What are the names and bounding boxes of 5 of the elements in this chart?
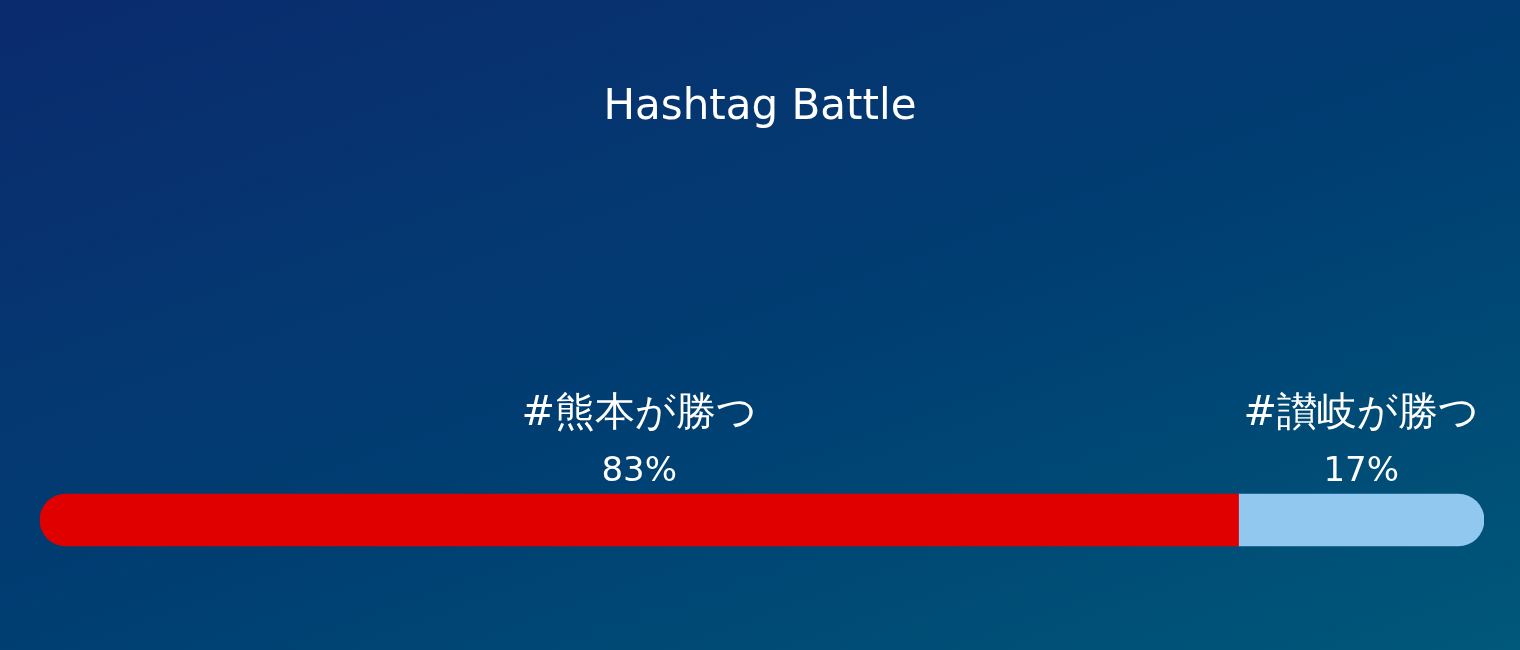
chart-title: Hashtag Battle: [602, 80, 918, 129]
data-label: 17%: [1323, 448, 1400, 489]
series-label: #熊本が勝つ: [521, 388, 758, 435]
series-label: #讃岐が勝つ: [1243, 388, 1480, 435]
data-label: 83%: [601, 448, 678, 489]
